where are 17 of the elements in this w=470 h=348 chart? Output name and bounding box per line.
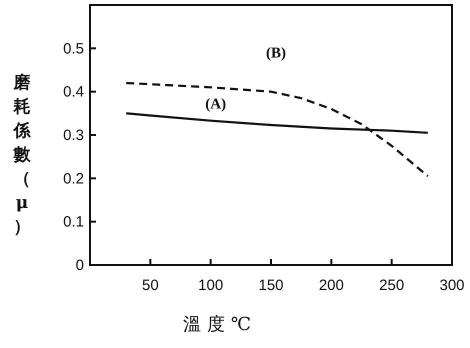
x-tick-label: 100 <box>198 277 224 294</box>
x-tick-label: 200 <box>318 277 344 294</box>
x-tick-label: 300 <box>439 277 465 294</box>
y-tick-label: 0.4 <box>63 84 84 101</box>
y-tick-label: 0.2 <box>63 170 84 188</box>
y-tick-label: 0.3 <box>63 127 84 144</box>
series-label: (B) <box>266 46 286 62</box>
y-tick-label: 0.5 <box>63 40 84 58</box>
x-tick-label: 150 <box>258 277 284 294</box>
y-tick-label: 0 <box>76 257 84 274</box>
x-axis-title: 溫度℃ <box>182 314 258 335</box>
x-tick-label: 250 <box>379 277 404 294</box>
line-series <box>125 82 429 178</box>
x-tick-label: 50 <box>142 277 159 294</box>
y-axis-title: 磨耗係數（μ） <box>12 73 32 237</box>
y-tick-label: 0.1 <box>63 214 84 231</box>
series-label: (A) <box>205 96 226 113</box>
